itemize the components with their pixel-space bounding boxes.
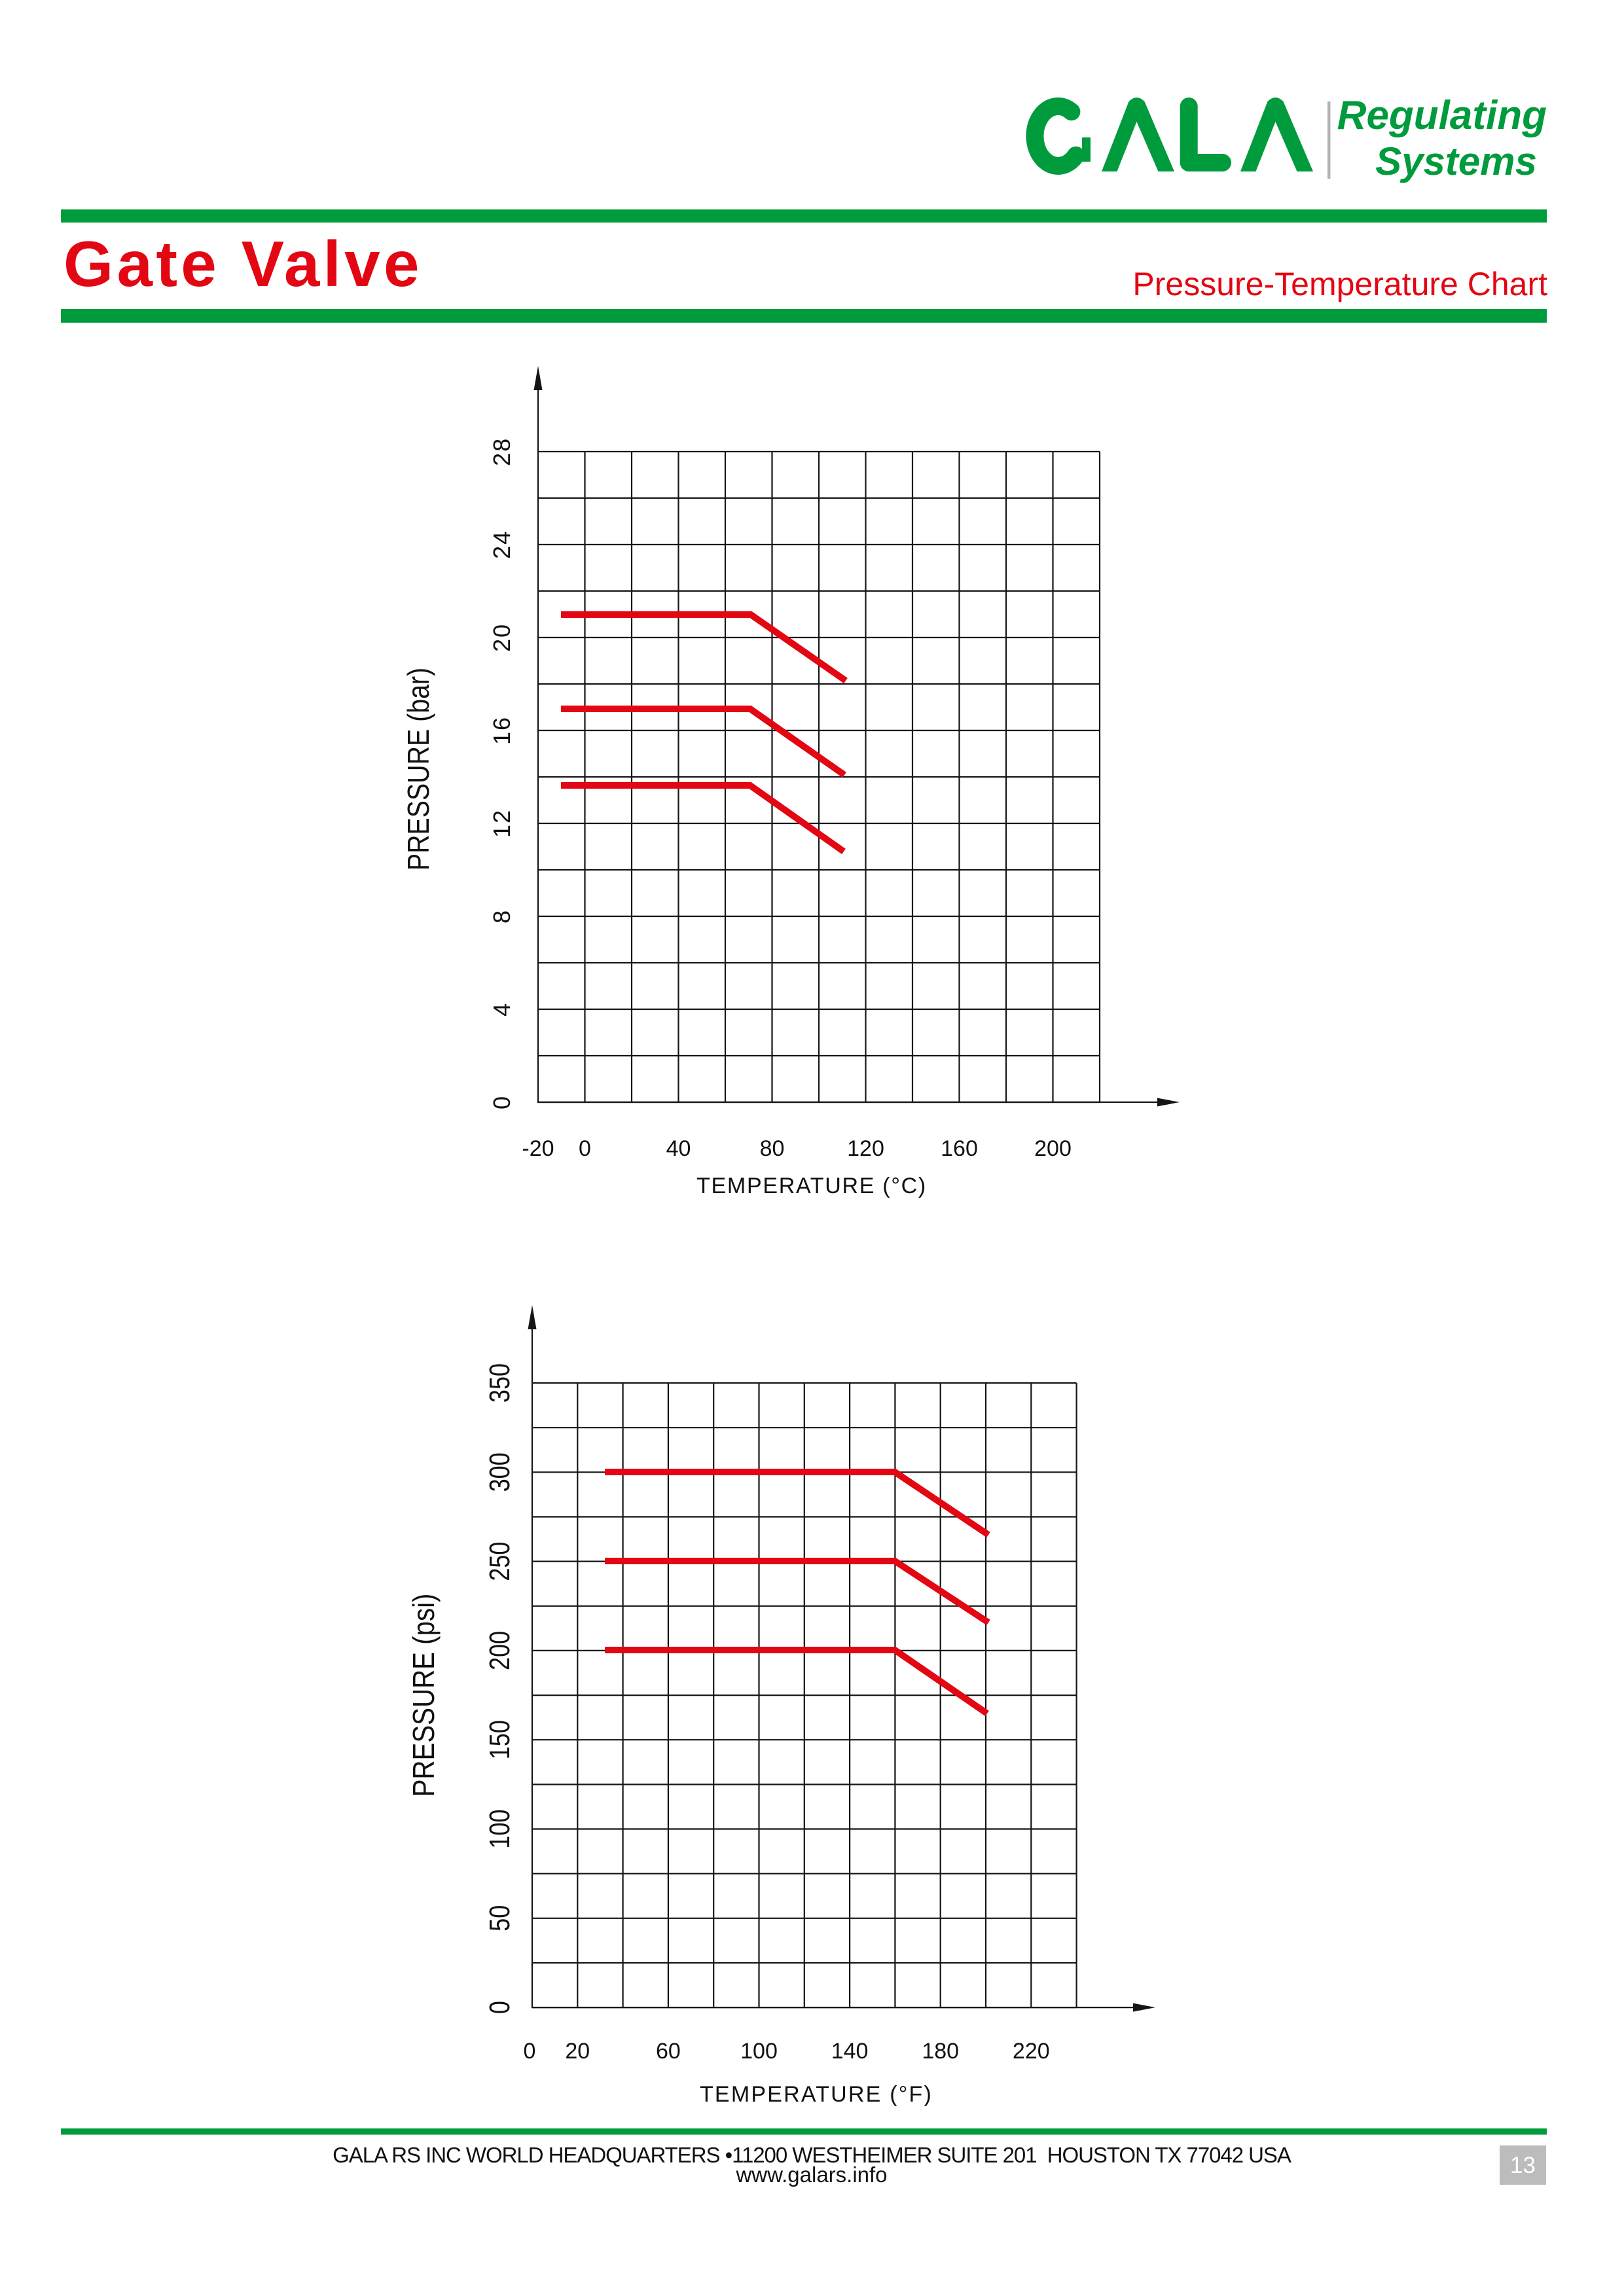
svg-text:50: 50 xyxy=(484,1905,516,1931)
svg-text:0: 0 xyxy=(524,2039,536,2064)
svg-text:Gate Valve: Gate Valve xyxy=(63,228,423,300)
svg-text:140: 140 xyxy=(831,2039,869,2064)
svg-text:120: 120 xyxy=(847,1136,884,1161)
svg-text:24: 24 xyxy=(488,530,515,559)
svg-text:Systems: Systems xyxy=(1375,139,1537,183)
svg-text:150: 150 xyxy=(484,1720,516,1759)
svg-text:180: 180 xyxy=(922,2039,959,2064)
svg-text:200: 200 xyxy=(1034,1136,1072,1161)
svg-text:8: 8 xyxy=(488,909,515,924)
svg-text:PRESSURE (bar): PRESSURE (bar) xyxy=(402,668,436,870)
svg-text:4: 4 xyxy=(488,1002,515,1016)
svg-text:12: 12 xyxy=(488,809,515,838)
svg-text:60: 60 xyxy=(656,2039,681,2064)
svg-text:220: 220 xyxy=(1013,2039,1050,2064)
svg-text:200: 200 xyxy=(484,1631,516,1670)
svg-text:www.galars.info: www.galars.info xyxy=(735,2162,887,2187)
svg-text:20: 20 xyxy=(488,623,515,652)
svg-text:16: 16 xyxy=(488,716,515,745)
svg-text:13: 13 xyxy=(1510,2153,1536,2178)
svg-text:Pressure-Temperature Chart: Pressure-Temperature Chart xyxy=(1132,266,1547,302)
svg-text:300: 300 xyxy=(484,1452,516,1492)
svg-text:28: 28 xyxy=(488,437,515,466)
svg-text:250: 250 xyxy=(484,1542,516,1581)
svg-text:80: 80 xyxy=(760,1136,785,1161)
svg-text:-20: -20 xyxy=(522,1136,554,1161)
svg-text:20: 20 xyxy=(565,2039,590,2064)
svg-text:0: 0 xyxy=(484,2001,516,2014)
svg-text:0: 0 xyxy=(488,1095,515,1109)
svg-text:350: 350 xyxy=(484,1363,516,1403)
svg-text:GALA RS INC WORLD HEADQUARTERS: GALA RS INC WORLD HEADQUARTERS •11200 WE… xyxy=(333,2143,1291,2167)
svg-text:Regulating: Regulating xyxy=(1337,93,1547,138)
svg-text:40: 40 xyxy=(666,1136,691,1161)
svg-text:TEMPERATURE (°F): TEMPERATURE (°F) xyxy=(700,2082,933,2107)
svg-text:100: 100 xyxy=(740,2039,778,2064)
svg-text:0: 0 xyxy=(579,1136,591,1161)
svg-text:100: 100 xyxy=(484,1809,516,1848)
svg-text:PRESSURE (psi): PRESSURE (psi) xyxy=(408,1594,441,1797)
svg-text:160: 160 xyxy=(941,1136,978,1161)
svg-text:TEMPERATURE (°C): TEMPERATURE (°C) xyxy=(696,1174,927,1198)
